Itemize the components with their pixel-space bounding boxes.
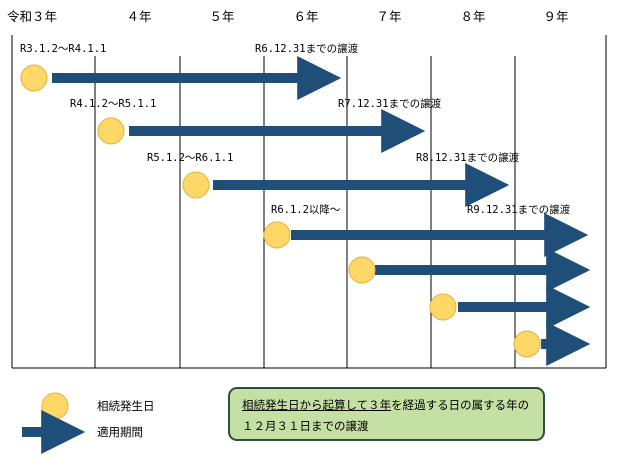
- inheritance-date-dot: [348, 256, 376, 284]
- inheritance-date-dot: [182, 171, 210, 199]
- inheritance-date-dot: [263, 221, 291, 249]
- deadline-label: R7.12.31までの譲渡: [338, 97, 442, 110]
- year-label: ９年: [543, 9, 568, 24]
- deadline-label: R6.12.31までの譲渡: [255, 42, 359, 55]
- inheritance-date-dot: [97, 117, 125, 145]
- deadline-label: R8.12.31までの譲渡: [416, 151, 520, 164]
- inheritance-date-dot: [429, 293, 457, 321]
- note-box: 相続発生日から起算して３年を経過する日の属する年の１２月３１日までの譲渡: [228, 387, 545, 441]
- year-label: ４年: [126, 9, 151, 24]
- period-label: R4.1.2～R5.1.1: [70, 98, 156, 110]
- year-label: ５年: [209, 9, 234, 24]
- period-label: R6.1.2以降～: [271, 203, 341, 216]
- note-underlined-text: 相続発生日から起算して３年: [242, 398, 392, 412]
- legend-dot-label: 相続発生日: [97, 399, 155, 413]
- period-label: R5.1.2～R6.1.1: [147, 152, 233, 164]
- inheritance-date-dot: [513, 330, 541, 358]
- period-label: R3.1.2～R4.1.1: [20, 43, 106, 55]
- inheritance-date-dot: [20, 64, 48, 92]
- year-label: 令和３年: [7, 9, 57, 24]
- deadline-label: R9.12.31までの譲渡: [467, 203, 571, 216]
- year-label: ８年: [460, 9, 485, 24]
- year-label: ６年: [293, 9, 318, 24]
- note-text: を経過する日の属する年の１２月３１日までの譲渡: [242, 398, 530, 433]
- legend-arrow-label: 適用期間: [97, 425, 143, 439]
- legend-dot-icon: [41, 392, 69, 420]
- year-label: ７年: [376, 9, 401, 24]
